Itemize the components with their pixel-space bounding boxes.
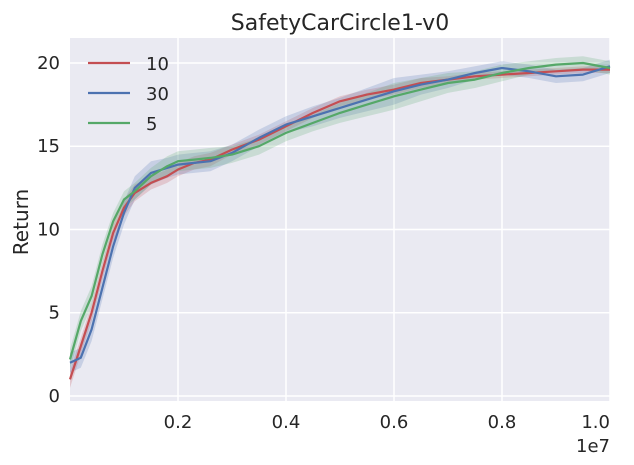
chart-title: SafetyCarCircle1-v0 <box>231 11 449 36</box>
y-tick-label: 5 <box>49 303 60 324</box>
confidence-bands <box>70 56 610 388</box>
y-axis-label: Return <box>9 189 33 255</box>
legend: 10 30 5 <box>88 54 169 135</box>
y-tick-label: 20 <box>37 53 60 74</box>
x-tick-label: 1.0 <box>581 412 610 433</box>
x-tick-labels: 0.2 0.4 0.6 0.8 1.0 <box>164 412 610 433</box>
x-tick-label: 0.2 <box>164 412 193 433</box>
legend-label-10: 10 <box>146 54 169 75</box>
y-tick-label: 15 <box>37 136 60 157</box>
legend-label-5: 5 <box>146 114 157 135</box>
series-line-5 <box>68 61 611 360</box>
series-line-30 <box>69 65 611 364</box>
x-tick-label: 0.4 <box>272 412 301 433</box>
y-tick-label: 10 <box>37 219 60 240</box>
series-lines <box>68 61 611 380</box>
y-tick-label: 0 <box>49 386 60 407</box>
x-tick-label: 0.8 <box>488 412 517 433</box>
x-scale-exponent: 1e7 <box>576 436 610 457</box>
y-tick-labels: 0 5 10 15 20 <box>37 53 60 407</box>
grid <box>70 38 611 401</box>
legend-label-30: 30 <box>146 84 169 105</box>
plot-area <box>70 38 610 401</box>
series-band-5 <box>70 56 610 370</box>
x-tick-label: 0.6 <box>380 412 409 433</box>
